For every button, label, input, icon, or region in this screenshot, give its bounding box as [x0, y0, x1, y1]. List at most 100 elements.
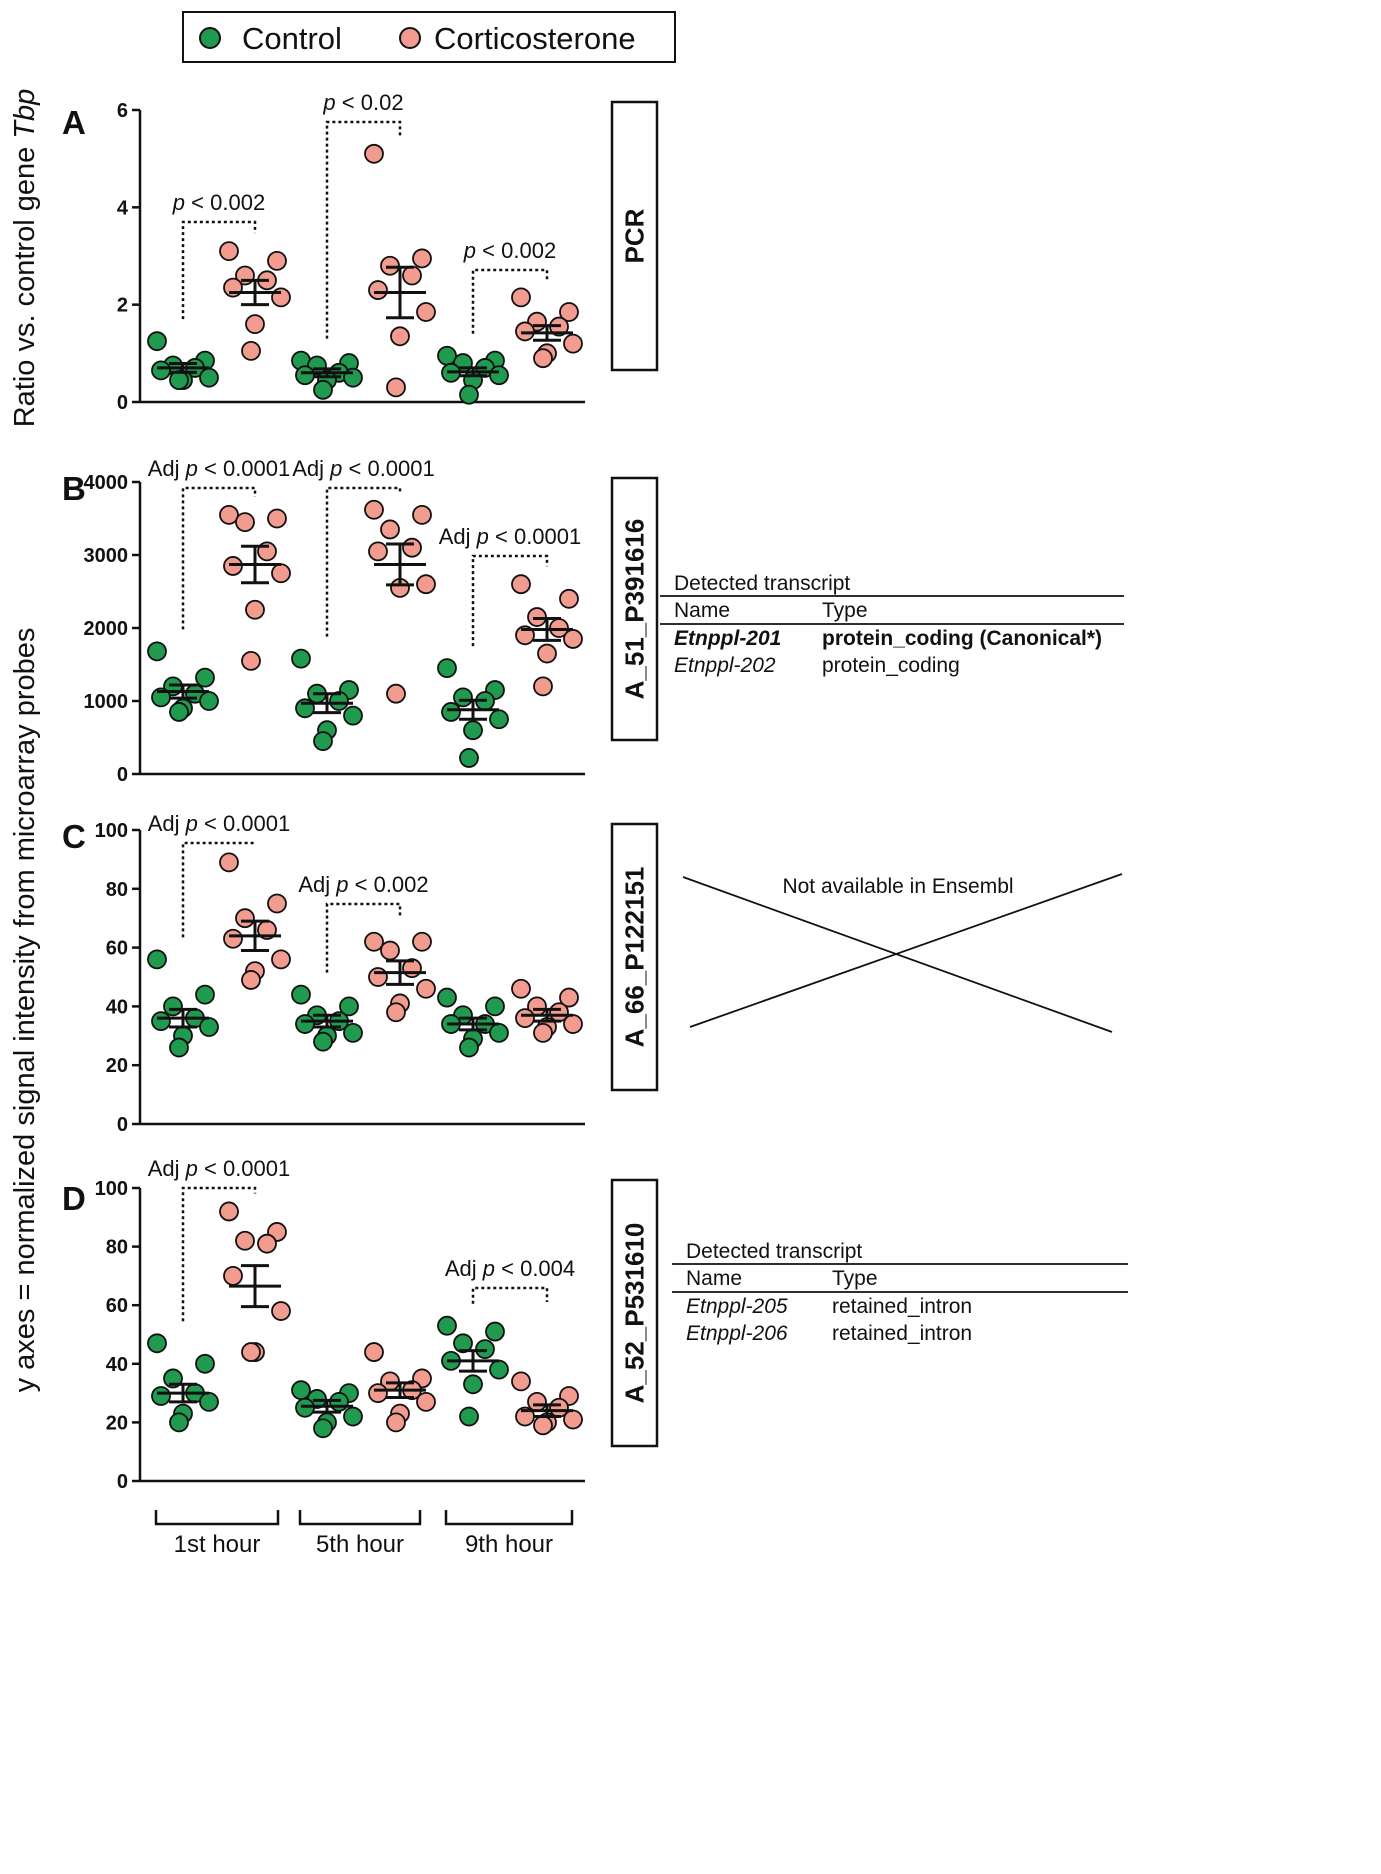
legend-label-control: Control	[242, 21, 342, 56]
transcript-name: Etnppl-205	[686, 1295, 788, 1318]
control-point	[489, 1359, 509, 1380]
corticosterone-point	[241, 650, 261, 671]
y-tick-label: 40	[106, 1354, 128, 1376]
corticosterone-point	[386, 1002, 406, 1023]
y-tick-label: 20	[106, 1412, 128, 1434]
control-point	[459, 748, 479, 768]
significance-bracket	[181, 1186, 257, 1322]
corticosterone-point	[219, 241, 239, 262]
control-point	[169, 1037, 189, 1058]
control-point	[313, 1418, 333, 1439]
control-point	[169, 702, 189, 722]
control-point	[291, 1380, 311, 1401]
corticosterone-point	[364, 499, 384, 520]
control-point	[295, 365, 315, 386]
panel-letter: A	[62, 104, 86, 141]
significance-bracket	[325, 120, 402, 339]
control-point	[195, 1353, 215, 1374]
control-point	[459, 1406, 479, 1427]
corticosterone-point	[267, 893, 287, 914]
y-tick-label: 0	[117, 392, 128, 414]
x-group-bracket	[298, 1510, 422, 1526]
y-axis-title-pcr: Ratio vs. control gene Tbp	[9, 89, 41, 428]
control-point	[195, 667, 215, 688]
corticosterone-point	[267, 250, 287, 271]
p-value-label: Adj p < 0.004	[445, 1256, 575, 1281]
significance-bracket	[325, 486, 402, 637]
corticosterone-point	[271, 949, 291, 970]
corticosterone-point	[563, 333, 583, 354]
corticosterone-point	[412, 248, 432, 269]
control-point	[151, 1011, 171, 1031]
y-tick-label: 0	[117, 764, 128, 786]
corticosterone-point	[533, 348, 553, 369]
transcript-col-name: Name	[674, 599, 730, 622]
transcript-name: Etnppl-201	[674, 627, 781, 650]
corticosterone-point	[364, 931, 384, 952]
transcript-col-type: Type	[832, 1267, 878, 1290]
corticosterone-point	[368, 1383, 388, 1403]
control-point	[489, 1022, 509, 1043]
corticosterone-point	[563, 1409, 583, 1430]
control-point	[463, 1374, 483, 1395]
corticosterone-point	[416, 302, 436, 322]
y-tick-label: 3000	[84, 545, 129, 567]
p-value-label: Adj p < 0.0001	[292, 456, 435, 481]
y-tick-label: 1000	[84, 691, 129, 713]
legend-box	[182, 11, 676, 63]
corticosterone-point	[368, 967, 388, 987]
y-tick-label: 4	[117, 197, 129, 219]
panel-d: D 0 20 40 60 80 100 Adj p < 0.0001 Adj p < 0.004…	[62, 1156, 1128, 1493]
control-point	[437, 658, 457, 679]
corticosterone-point	[533, 676, 553, 697]
panel-c: C 0 20 40 60 80 100 Adj p < 0.0001 Adj p < 0.002…	[62, 811, 1123, 1136]
corticosterone-point	[219, 1201, 239, 1222]
significance-bracket	[181, 486, 257, 630]
p-value-label: Adj p < 0.0001	[148, 1156, 291, 1181]
corticosterone-point	[271, 1301, 291, 1321]
y-tick-label: 2000	[84, 618, 129, 640]
corticosterone-point	[386, 377, 406, 398]
control-point	[147, 1333, 167, 1354]
corticosterone-point	[241, 340, 261, 361]
corticosterone-point	[241, 1342, 261, 1362]
transcript-col-type: Type	[822, 599, 868, 622]
p-value-label: Adj p < 0.0001	[148, 456, 291, 481]
x-group-label: 9th hour	[465, 1531, 553, 1558]
corticosterone-point	[245, 314, 265, 335]
probe-label-box	[610, 822, 659, 1092]
p-value-label: p < 0.002	[172, 190, 265, 215]
corticosterone-point	[515, 1008, 535, 1029]
y-tick-label: 100	[95, 1178, 128, 1200]
corticosterone-point	[380, 940, 400, 961]
control-point	[489, 365, 509, 386]
probe-label-box	[610, 1178, 659, 1448]
control-point	[343, 705, 363, 726]
p-value-label: p < 0.02	[322, 90, 403, 115]
corticosterone-point	[219, 852, 239, 873]
corticosterone-point	[271, 563, 291, 584]
p-value-label: Adj p < 0.002	[298, 872, 428, 897]
y-tick-label: 100	[95, 820, 128, 842]
control-point	[291, 984, 311, 1005]
control-point	[437, 1315, 457, 1336]
corticosterone-point	[235, 512, 255, 533]
transcript-name: Etnppl-202	[674, 654, 776, 677]
corticosterone-point	[257, 1233, 277, 1254]
p-value-label: Adj p < 0.0001	[148, 811, 291, 836]
control-point	[437, 987, 457, 1008]
corticosterone-point	[235, 1230, 255, 1251]
probe-label: PCR	[620, 208, 650, 263]
corticosterone-point	[416, 978, 436, 999]
control-point	[343, 1022, 363, 1043]
transcript-col-name: Name	[686, 1267, 742, 1290]
x-group-bracket	[154, 1510, 280, 1526]
corticosterone-point	[537, 643, 557, 664]
y-tick-label: 6	[117, 100, 128, 122]
control-point	[485, 1321, 505, 1342]
probe-label: A_52_P531610	[620, 1223, 650, 1404]
corticosterone-point	[267, 508, 287, 529]
y-tick-label: 0	[117, 1114, 128, 1136]
corticosterone-point	[511, 978, 531, 999]
control-point	[329, 691, 349, 711]
